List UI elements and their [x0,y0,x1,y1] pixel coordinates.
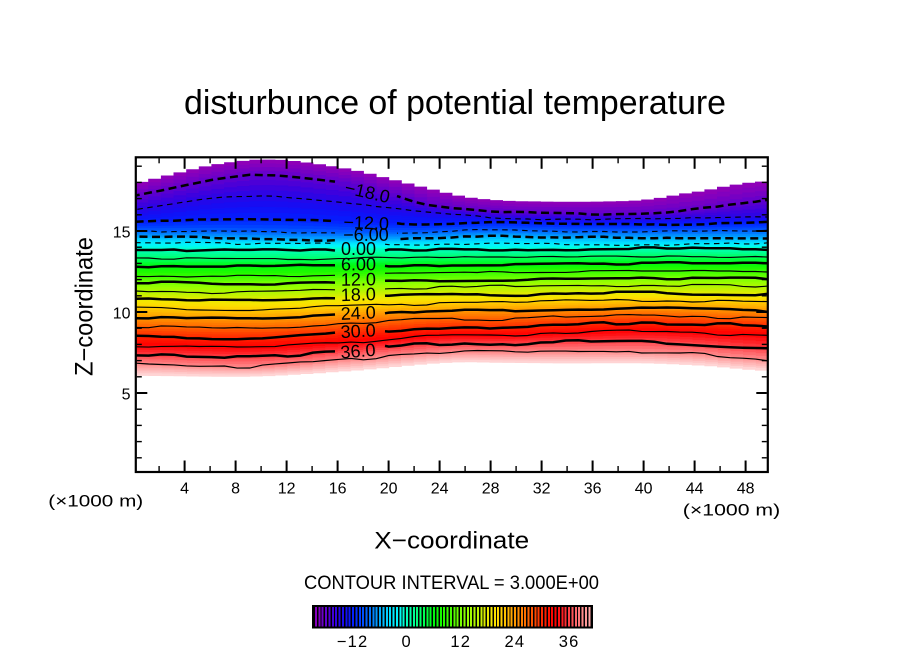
svg-text:(×1000 m): (×1000 m) [48,492,143,511]
svg-text:15: 15 [113,225,131,242]
svg-text:30.0: 30.0 [340,320,376,342]
svg-text:24: 24 [505,633,526,651]
svg-text:(×1000 m): (×1000 m) [683,501,780,520]
svg-text:16: 16 [329,481,347,498]
svg-text:−12: −12 [337,633,369,651]
svg-text:8: 8 [231,481,240,498]
svg-text:4: 4 [180,481,189,498]
svg-text:12: 12 [450,633,471,651]
svg-text:24.0: 24.0 [340,302,376,324]
svg-text:20: 20 [380,481,398,498]
svg-text:X−coordinate: X−coordinate [374,527,529,554]
svg-text:0.00: 0.00 [341,239,376,259]
svg-text:12.0: 12.0 [341,269,376,290]
svg-text:Z−coordinate: Z−coordinate [70,237,98,376]
svg-text:32: 32 [533,481,551,498]
svg-text:36.0: 36.0 [340,340,377,363]
svg-text:36: 36 [559,633,580,651]
svg-text:44: 44 [686,481,704,498]
svg-text:12: 12 [278,481,296,498]
svg-text:−12.0: −12.0 [343,212,389,234]
svg-text:40: 40 [635,481,653,498]
svg-text:5: 5 [122,387,131,404]
svg-text:36: 36 [584,481,602,498]
svg-text:10: 10 [113,306,131,323]
svg-text:48: 48 [737,481,755,498]
svg-text:6.00: 6.00 [341,254,376,274]
svg-text:disturbunce of potential tempe: disturbunce of potential temperature [184,85,726,122]
svg-text:28: 28 [482,481,500,498]
svg-text:18.0: 18.0 [340,284,376,305]
svg-text:24: 24 [431,481,449,498]
svg-text:CONTOUR INTERVAL = 3.000E+00: CONTOUR INTERVAL = 3.000E+00 [304,573,599,594]
svg-text:0: 0 [402,633,412,651]
svg-text:−6.00: −6.00 [343,225,389,245]
